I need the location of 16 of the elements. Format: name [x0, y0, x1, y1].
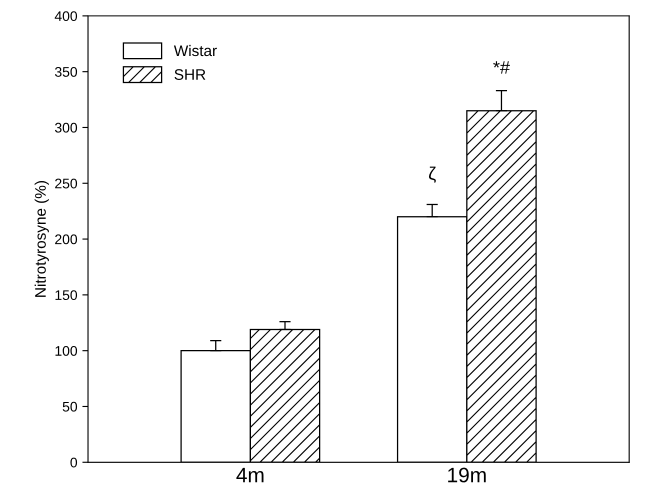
- x-tick-label: 19m: [448, 468, 486, 482]
- legend-label: SHR: [174, 69, 206, 80]
- y-tick-label: 200: [55, 234, 78, 244]
- y-tick-label: 250: [55, 178, 78, 188]
- annotation: *#: [493, 61, 510, 74]
- y-tick-label: 400: [54, 11, 78, 22]
- y-tick-label: 150: [55, 290, 78, 300]
- x-tick-label: 4m: [236, 468, 264, 482]
- y-axis-title: Nitrotyrosyne (%): [34, 181, 49, 297]
- y-tick-label: 300: [54, 122, 78, 133]
- annotation: ζ: [428, 166, 436, 183]
- y-tick-label: 50: [62, 402, 78, 412]
- legend-label: Wistar: [174, 44, 217, 56]
- y-tick-label: 350: [54, 67, 78, 77]
- y-tick-label: 0: [70, 458, 78, 468]
- y-tick-label: 100: [55, 346, 78, 356]
